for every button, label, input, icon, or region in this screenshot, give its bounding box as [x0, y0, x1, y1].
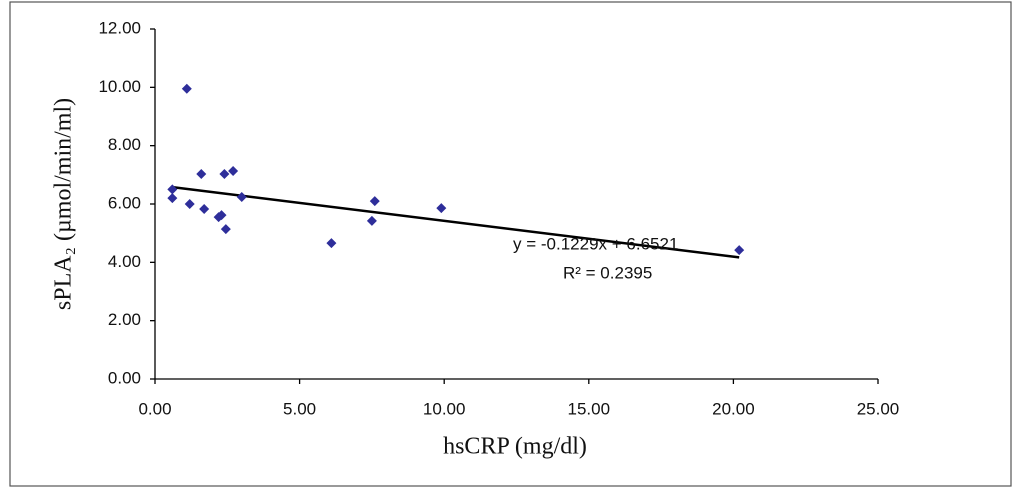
y-tick-label: 10.00 — [98, 77, 141, 96]
equation: y = -0.1229x + 6.6521 — [513, 234, 678, 253]
x-tick-label: 5.00 — [283, 399, 316, 418]
y-tick-label: 2.00 — [108, 310, 141, 329]
point — [326, 238, 337, 249]
x-tick-label: 25.00 — [857, 399, 900, 418]
point — [220, 224, 231, 235]
x-tick-label: 20.00 — [712, 399, 755, 418]
x-tick-label: 15.00 — [568, 399, 611, 418]
point — [219, 168, 230, 179]
point — [366, 215, 377, 226]
point — [181, 83, 192, 94]
point — [184, 199, 195, 209]
x-axis-title: hsCRP (mg/dl) — [443, 434, 587, 460]
point — [236, 192, 247, 202]
frame — [9, 1, 1012, 487]
trendline — [172, 185, 740, 259]
point — [199, 203, 210, 214]
x-tick-label: 10.00 — [423, 399, 466, 418]
point — [734, 245, 745, 256]
point — [369, 196, 380, 207]
y-tick-label: 4.00 — [108, 252, 141, 271]
y-tick-label: 12.00 — [98, 18, 141, 37]
x-tick-label: 0.00 — [138, 399, 171, 418]
point — [196, 168, 207, 179]
y-axis-title: sPLA₂ (µmol/min/ml) — [51, 98, 77, 310]
y-tick-label: 6.00 — [108, 193, 141, 212]
point — [436, 203, 447, 214]
point — [216, 210, 227, 221]
point — [167, 193, 178, 204]
r-squared: R² = 0.2395 — [563, 263, 652, 282]
point — [228, 166, 239, 177]
y-tick-label: 0.00 — [108, 368, 141, 387]
y-tick-label: 8.00 — [108, 135, 141, 154]
point — [167, 184, 178, 195]
